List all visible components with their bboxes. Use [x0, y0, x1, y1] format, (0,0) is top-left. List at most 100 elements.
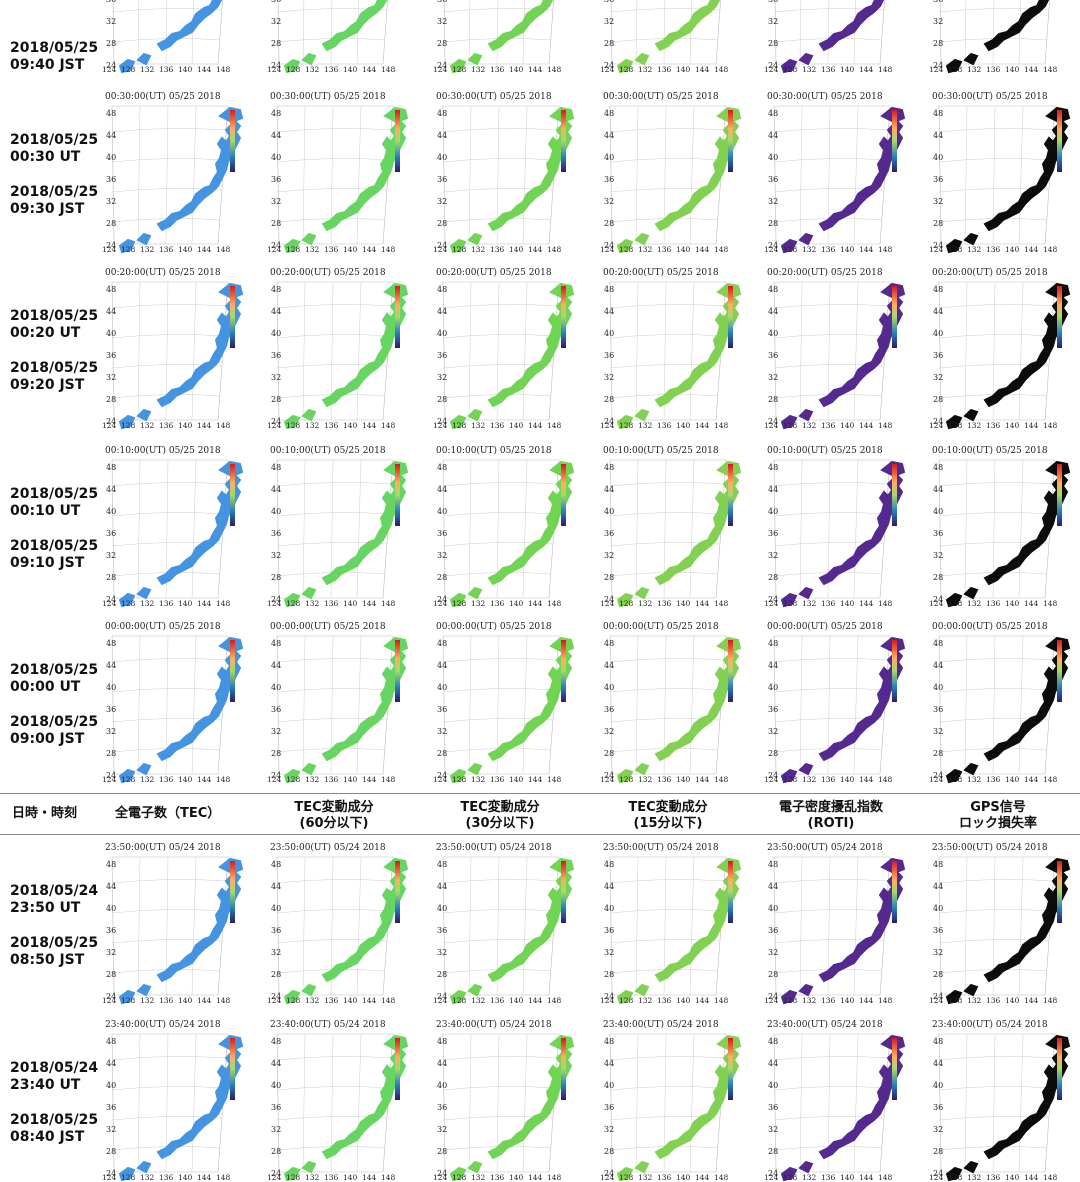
lon-tick: 148	[878, 1173, 893, 1182]
lat-tick: 24	[933, 417, 943, 426]
lon-tick: 140	[343, 245, 358, 254]
lat-tick: 24	[768, 61, 778, 70]
map-panel-roti: 00:30:00(UT) 05/25 2018 48 44 40 36 32 28 24 124…	[762, 92, 912, 254]
lon-tick: 132	[471, 421, 486, 430]
lon-tick: 148	[878, 245, 893, 254]
lon-tick: 144	[362, 421, 377, 430]
map-panel-tec30: 00:20:00(UT) 05/25 2018 48 44 40 36 32 28 24 124…	[431, 268, 581, 430]
lat-tick: 32	[106, 197, 116, 206]
map-title: 23:50:00(UT) 05/24 2018	[270, 843, 386, 853]
lat-tick: 40	[437, 329, 447, 338]
row-datetime-label: 2018/05/24 23:40 UT 2018/05/25 08:40 JST	[10, 1060, 110, 1146]
lon-tick: 128	[286, 421, 301, 430]
map-panel-roti: 23:40:00(UT) 05/24 2018 48 44 40 36 32 28 24 124…	[762, 1020, 912, 1182]
lon-tick: 144	[1024, 996, 1039, 1005]
lon-tick: 132	[802, 775, 817, 784]
lon-tick: 136	[657, 775, 672, 784]
lat-tick: 28	[106, 395, 116, 404]
map-title: 23:50:00(UT) 05/24 2018	[105, 843, 221, 853]
lat-tick: 28	[933, 395, 943, 404]
map-title: 23:50:00(UT) 05/24 2018	[603, 843, 719, 853]
lat-tick: 32	[106, 727, 116, 736]
map-title: 00:00:00(UT) 05/25 2018	[436, 622, 552, 632]
lat-tick: 28	[768, 219, 778, 228]
lon-tick: 124	[764, 245, 779, 254]
lon-tick: 144	[1024, 599, 1039, 608]
lon-tick: 148	[547, 775, 562, 784]
lon-tick: 140	[840, 65, 855, 74]
lon-tick: 124	[102, 599, 117, 608]
lat-tick: 40	[604, 904, 614, 913]
map-panel-tec: 00:00:00(UT) 05/25 2018 48 44 40 36 32 28 24 124…	[100, 622, 250, 784]
lat-tick: 44	[437, 485, 447, 494]
lat-tick: 48	[933, 860, 943, 869]
lon-tick: 148	[878, 421, 893, 430]
lon-tick: 144	[695, 245, 710, 254]
lat-tick: 28	[106, 219, 116, 228]
lon-tick: 140	[509, 65, 524, 74]
lat-tick: 44	[437, 1059, 447, 1068]
lat-tick: 28	[604, 573, 614, 582]
map-panel-tec: 23:40:00(UT) 05/24 2018 48 44 40 36 32 28 24 124…	[100, 1020, 250, 1182]
lat-tick: 28	[604, 749, 614, 758]
lon-tick: 140	[343, 65, 358, 74]
lat-tick: 40	[106, 507, 116, 516]
lon-tick: 132	[140, 65, 155, 74]
lat-tick: 28	[437, 219, 447, 228]
map-panel-tec15: 23:40:00(UT) 05/24 2018 48 44 40 36 32 28 24 124…	[598, 1020, 748, 1182]
map-title: 23:40:00(UT) 05/24 2018	[767, 1020, 883, 1030]
lon-tick: 132	[305, 1173, 320, 1182]
lat-tick: 32	[604, 948, 614, 957]
lon-tick: 128	[452, 65, 467, 74]
lat-tick: 36	[768, 351, 778, 360]
lon-tick: 144	[859, 775, 874, 784]
lon-tick: 132	[802, 996, 817, 1005]
lat-tick: 40	[604, 1081, 614, 1090]
lat-tick: 32	[768, 727, 778, 736]
lat-tick: 44	[106, 1059, 116, 1068]
colorbar	[230, 464, 235, 526]
lat-tick: 48	[271, 463, 281, 472]
lon-tick: 124	[600, 775, 615, 784]
lon-tick: 140	[343, 1173, 358, 1182]
lon-tick: 132	[140, 245, 155, 254]
lat-tick: 36	[106, 1103, 116, 1112]
lon-tick: 124	[764, 996, 779, 1005]
lat-tick: 32	[933, 727, 943, 736]
lon-tick: 140	[840, 775, 855, 784]
lon-tick: 136	[159, 599, 174, 608]
lon-tick: 128	[948, 65, 963, 74]
lat-tick: 24	[933, 241, 943, 250]
lon-tick: 136	[490, 1173, 505, 1182]
lon-tick: 136	[159, 245, 174, 254]
lon-tick: 136	[490, 775, 505, 784]
map-title: 00:20:00(UT) 05/25 2018	[932, 268, 1048, 278]
lat-tick: 48	[437, 463, 447, 472]
lat-tick: 44	[604, 882, 614, 891]
lat-tick: 28	[106, 970, 116, 979]
lat-tick: 48	[106, 1037, 116, 1046]
map-panel-tec: 00:10:00(UT) 05/25 2018 48 44 40 36 32 28 24 124…	[100, 446, 250, 608]
lat-tick: 48	[768, 109, 778, 118]
colorbar	[230, 861, 235, 923]
lon-tick: 128	[948, 599, 963, 608]
lat-tick: 28	[271, 395, 281, 404]
lat-tick: 36	[933, 926, 943, 935]
lon-tick: 148	[1043, 996, 1058, 1005]
lon-tick: 132	[471, 245, 486, 254]
lat-tick: 36	[271, 0, 281, 4]
map-title: 00:30:00(UT) 05/25 2018	[270, 92, 386, 102]
jst-time: 08:40 JST	[10, 1129, 85, 1145]
lon-tick: 128	[783, 245, 798, 254]
lon-tick: 144	[859, 421, 874, 430]
ut-time: 23:50 UT	[10, 900, 81, 916]
lat-tick: 32	[437, 551, 447, 560]
lon-tick: 144	[1024, 65, 1039, 74]
lon-tick: 140	[178, 65, 193, 74]
